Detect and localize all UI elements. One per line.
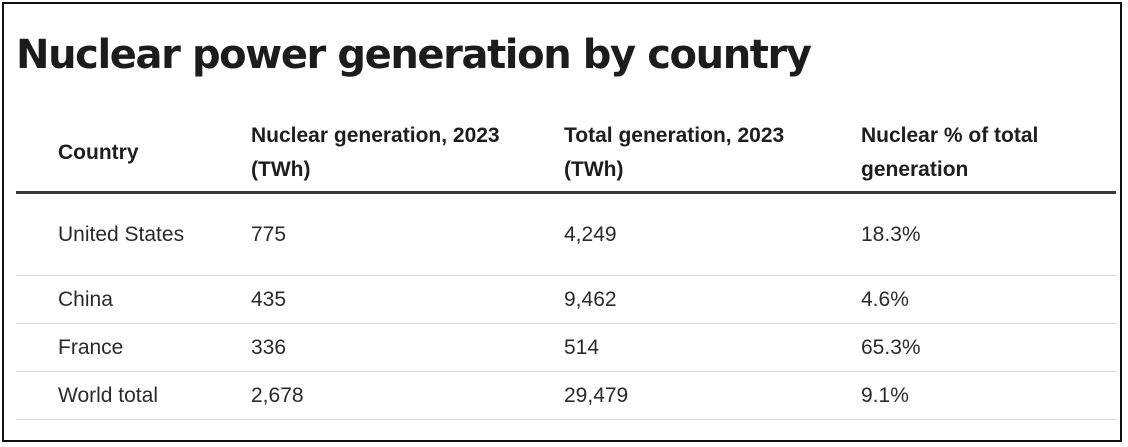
cell-total-generation: 4,249: [564, 223, 617, 246]
table-row: France 336 514 65.3%: [16, 324, 1116, 372]
page-title: Nuclear power generation by country: [16, 32, 812, 78]
table-figure: Nuclear power generation by country Coun…: [2, 2, 1122, 442]
cell-nuclear-generation: 775: [251, 223, 287, 246]
table-header-row: Country Nuclear generation, 2023 (TWh) T…: [16, 114, 1116, 194]
cell-country: France: [58, 336, 124, 359]
cell-country: China: [58, 288, 113, 311]
cell-country: United States: [58, 223, 185, 246]
cell-nuclear-generation: 435: [251, 288, 287, 311]
column-header-total-generation: Total generation, 2023 (TWh): [564, 123, 785, 181]
cell-nuclear-generation: 2,678: [251, 384, 304, 407]
cell-country: World total: [58, 384, 158, 407]
cell-total-generation: 29,479: [564, 384, 629, 407]
column-header-country: Country: [58, 140, 139, 164]
cell-total-generation: 9,462: [564, 288, 617, 311]
cell-nuclear-percent: 65.3%: [861, 336, 921, 359]
cell-nuclear-percent: 9.1%: [861, 384, 909, 407]
column-header-nuclear-generation: Nuclear generation, 2023 (TWh): [251, 123, 500, 181]
cell-nuclear-percent: 4.6%: [861, 288, 909, 311]
cell-total-generation: 514: [564, 336, 600, 359]
table-row: United States 775 4,249 18.3%: [16, 194, 1116, 276]
cell-nuclear-percent: 18.3%: [861, 223, 921, 246]
table-row: China 435 9,462 4.6%: [16, 276, 1116, 324]
cell-nuclear-generation: 336: [251, 336, 287, 359]
table-row: World total 2,678 29,479 9.1%: [16, 372, 1116, 420]
data-table: Country Nuclear generation, 2023 (TWh) T…: [16, 114, 1116, 420]
column-header-nuclear-percent: Nuclear % of total generation: [861, 123, 1039, 181]
